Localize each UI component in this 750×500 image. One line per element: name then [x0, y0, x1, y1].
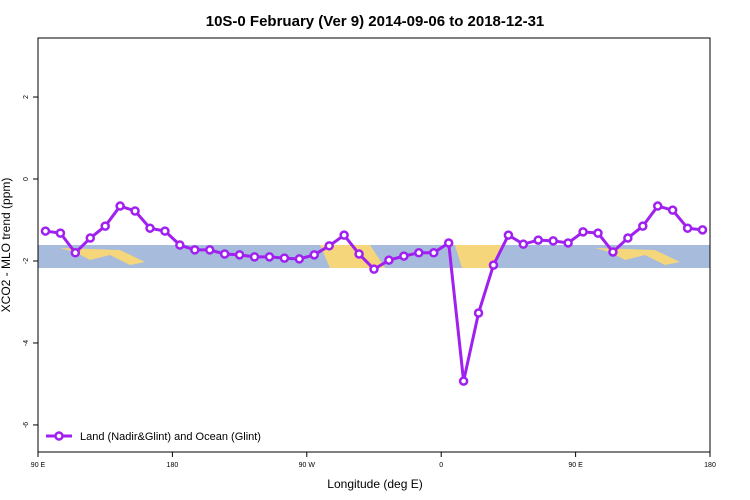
- point: [384, 255, 394, 265]
- y-axis-label: XCO2 - MLO trend (ppm): [0, 178, 13, 313]
- y-tick-label: 0: [23, 177, 30, 181]
- point: [85, 233, 96, 243]
- point: [578, 227, 588, 237]
- x-axis-label: Longitude (deg E): [327, 477, 422, 491]
- point: [175, 240, 185, 250]
- point: [638, 221, 648, 231]
- point: [55, 228, 66, 238]
- x-tick-label: 0: [439, 462, 443, 469]
- point: [279, 253, 290, 263]
- point: [563, 238, 573, 248]
- point: [339, 230, 349, 240]
- point: [399, 251, 409, 261]
- point: [428, 248, 439, 258]
- point: [473, 308, 484, 318]
- point: [70, 248, 81, 258]
- point: [100, 221, 110, 231]
- chart-title: 10S-0 February (Ver 9) 2014-09-06 to 201…: [206, 13, 545, 30]
- series-line: [45, 204, 703, 382]
- point: [458, 376, 469, 386]
- point: [608, 247, 618, 257]
- point: [234, 250, 245, 260]
- point: [533, 235, 544, 245]
- point: [294, 254, 305, 264]
- point: [369, 264, 379, 274]
- point: [40, 226, 51, 236]
- point: [145, 223, 155, 233]
- y-tick-label: 2: [23, 95, 30, 99]
- point: [488, 260, 499, 270]
- point: [354, 249, 364, 259]
- legend-marker: [54, 431, 64, 441]
- point: [160, 226, 170, 236]
- x-tick-label: 180: [167, 462, 179, 469]
- point: [548, 236, 558, 246]
- point: [190, 245, 200, 255]
- point: [593, 228, 603, 238]
- point: [503, 230, 514, 240]
- x-tick-label: 180: [704, 462, 716, 469]
- y-tick-label: -2: [23, 258, 30, 264]
- x-tick-label: 90 E: [31, 462, 46, 469]
- point: [249, 252, 260, 262]
- point: [115, 201, 125, 211]
- point: [309, 250, 320, 260]
- point: [130, 206, 140, 216]
- point: [264, 252, 275, 262]
- point: [682, 223, 693, 233]
- point: [518, 239, 529, 249]
- point: [652, 201, 663, 211]
- x-tick-label: 90 W: [299, 462, 316, 469]
- legend-label: Land (Nadir&Glint) and Ocean (Glint): [80, 431, 261, 443]
- y-tick-label: -4: [23, 340, 30, 346]
- point: [324, 241, 334, 251]
- point: [667, 205, 678, 215]
- point: [623, 233, 633, 243]
- point: [414, 248, 424, 258]
- y-tick-label: -6: [23, 422, 30, 428]
- point: [443, 238, 454, 248]
- point: [697, 225, 708, 235]
- plot-frame: [37, 37, 711, 453]
- x-tick-label: 90 E: [568, 462, 583, 469]
- point: [219, 249, 230, 259]
- point: [204, 245, 215, 255]
